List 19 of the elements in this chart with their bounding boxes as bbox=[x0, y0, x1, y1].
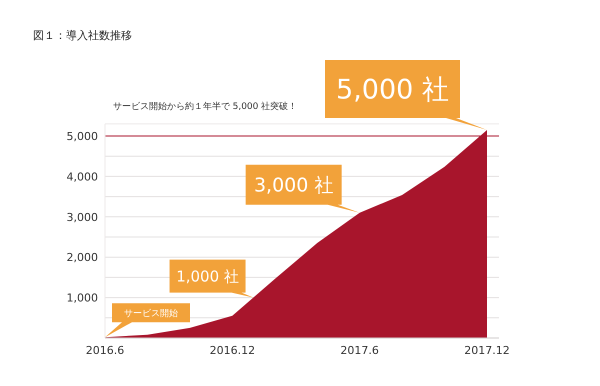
callout: サービス開始 bbox=[105, 303, 190, 338]
annotation: 5,000 社 bbox=[336, 74, 449, 106]
y-tick-label: 3,000 bbox=[66, 210, 98, 224]
callout: 1,000 社 bbox=[170, 260, 254, 298]
annotation: サービス開始 bbox=[124, 308, 178, 319]
annotation: 3,000 社 bbox=[254, 174, 334, 197]
callout: 5,000 社 bbox=[325, 60, 487, 130]
annotation: 1,000 社 bbox=[176, 268, 239, 286]
y-tick-label: 5,000 bbox=[66, 130, 98, 143]
callout: 3,000 社 bbox=[246, 164, 360, 213]
x-tick-label: 2017.12 bbox=[464, 344, 510, 357]
x-tick-label: 2016.12 bbox=[210, 344, 256, 357]
y-tick-label: 4,000 bbox=[66, 170, 98, 184]
x-tick-label: 2016.6 bbox=[86, 344, 124, 357]
chart-subtitle: サービス開始から約１年半で 5,000 社突破！ bbox=[112, 101, 298, 112]
x-tick-label: 2017.6 bbox=[340, 344, 379, 357]
y-tick-label: 2,000 bbox=[66, 251, 98, 264]
chart-title: 図１：導入社数推移 bbox=[33, 29, 132, 42]
y-tick-label: 1,000 bbox=[66, 292, 98, 305]
